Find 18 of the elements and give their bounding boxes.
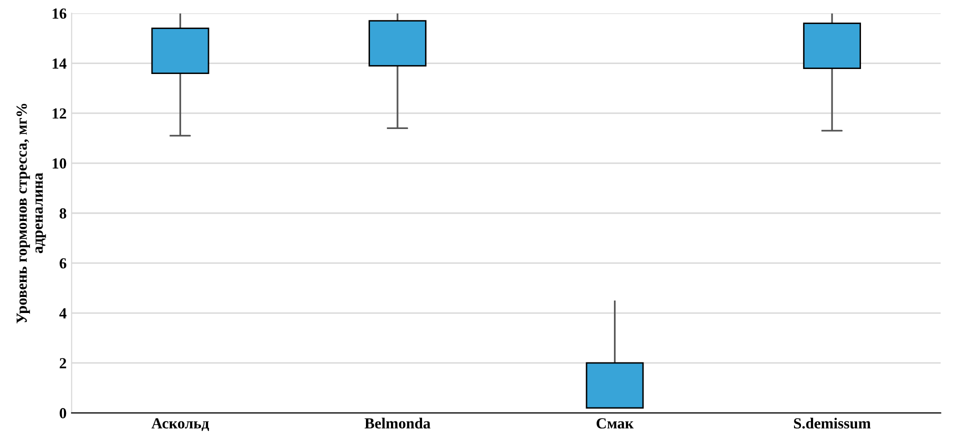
y-tick-label: 8 xyxy=(60,208,66,219)
y-tick-label: 2 xyxy=(60,358,66,368)
y-tick-label: 6 xyxy=(60,258,66,269)
x-tick-label: Аскольд xyxy=(151,418,209,432)
y-tick-label: 14 xyxy=(52,58,66,69)
y-tick-label: 12 xyxy=(52,108,66,119)
x-tick-label: Belmonda xyxy=(364,418,430,429)
candlestick xyxy=(151,13,210,137)
y-tick-label: 10 xyxy=(52,158,66,169)
y-tick-label: 0 xyxy=(60,408,66,418)
candlestick xyxy=(586,300,644,409)
y-axis-title: Уровень гормонов стресса, мг% адреналина xyxy=(16,104,46,324)
candlestick xyxy=(803,13,861,132)
y-tick-label: 4 xyxy=(59,308,66,318)
x-tick-label: S.demissum xyxy=(794,418,871,429)
y-tick-label: 16 xyxy=(52,8,66,19)
candlestick xyxy=(368,13,426,130)
x-tick-label: Смак xyxy=(596,418,634,429)
